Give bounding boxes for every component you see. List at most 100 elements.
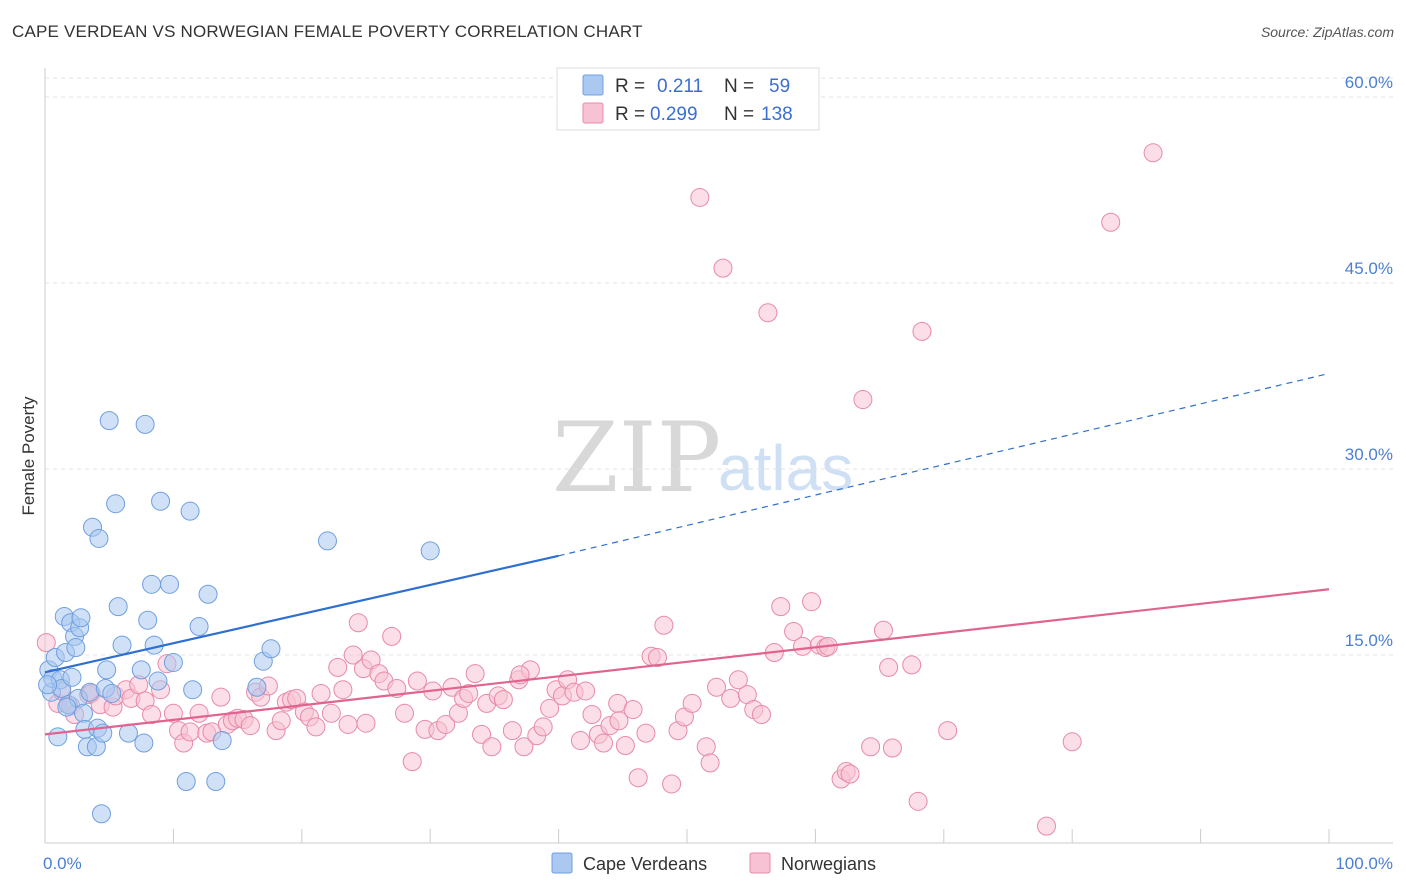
norwegian-point (609, 711, 629, 731)
cape-verdean-point (148, 671, 168, 691)
cape-verdean-point (206, 771, 226, 791)
trendlines (44, 372, 1330, 736)
norwegian-point (879, 657, 899, 677)
cape-verdean-point (57, 697, 77, 717)
norwegian-point (407, 671, 427, 691)
cape-verdeans-trendline (44, 554, 559, 674)
y-tick-label: 15.0% (1345, 631, 1393, 650)
norwegian-point (1037, 816, 1057, 836)
norwegian-point (348, 613, 368, 633)
x-tick-label-max: 100.0% (1335, 854, 1393, 873)
norwegian-point (472, 724, 492, 744)
norwegian-point (628, 768, 648, 788)
norwegian-point (356, 713, 376, 733)
legend-r-value-2: 0.299 (650, 104, 698, 125)
norwegian-point (482, 737, 502, 757)
norwegian-point (395, 703, 415, 723)
cape-verdean-point (99, 411, 119, 431)
cape-verdean-point (91, 804, 111, 824)
norwegian-point (436, 714, 456, 734)
norwegian-point (594, 733, 614, 753)
norwegian-point (311, 683, 331, 703)
cape-verdean-point (261, 639, 281, 659)
cape-verdean-point (151, 491, 171, 511)
cape-verdean-point (108, 597, 128, 617)
x-ticks (172, 829, 1330, 843)
norwegian-point (902, 655, 922, 675)
norwegian-point (459, 683, 479, 703)
norwegian-point (1143, 143, 1163, 163)
norwegian-point (402, 752, 422, 772)
norwegian-point (570, 731, 590, 751)
norwegian-point (636, 723, 656, 743)
norwegian-point (343, 645, 363, 665)
axes (44, 68, 1393, 844)
cape-verdean-point (112, 635, 132, 655)
norwegian-point (784, 621, 804, 641)
cape-verdean-point (212, 731, 232, 751)
norwegian-point (333, 680, 353, 700)
bottom-legend: Cape Verdeans Norwegians (551, 852, 876, 874)
norwegian-point (682, 693, 702, 713)
watermark-atlas: atlas (718, 432, 853, 504)
norwegian-point (882, 738, 902, 758)
norwegian-point (707, 677, 727, 697)
legend-r-label-2: R = (615, 104, 645, 125)
norwegian-point (912, 321, 932, 341)
norwegian-point (1101, 212, 1121, 232)
legend-swatch-blue (582, 74, 604, 96)
norwegian-point (502, 721, 522, 741)
norwegian-point (36, 633, 56, 653)
norwegian-point (873, 620, 893, 640)
cape-verdean-point (160, 574, 180, 594)
legend-swatch-pink (582, 102, 604, 124)
norwegians-trendline (44, 588, 1330, 736)
norwegian-point (576, 681, 596, 701)
norwegian-point (908, 791, 928, 811)
norwegian-point (240, 716, 260, 736)
legend-n-value-2: 138 (761, 104, 793, 125)
bottom-legend-swatch-blue (551, 852, 573, 874)
norwegian-point (189, 703, 209, 723)
bottom-legend-swatch-pink (749, 852, 771, 874)
top-legend: R = 0.211 N = 59 R = 0.299 N = 138 (556, 67, 820, 131)
norwegian-point (713, 258, 733, 278)
legend-n-label-1: N = (724, 76, 754, 97)
gridlines (45, 77, 1393, 656)
norwegian-point (163, 703, 183, 723)
norwegian-point (751, 705, 771, 725)
norwegians-points (36, 143, 1163, 836)
legend-n-label-2: N = (724, 104, 754, 125)
norwegian-point (662, 774, 682, 794)
norwegian-point (1062, 732, 1082, 752)
cape-verdean-point (118, 723, 138, 743)
cape-verdean-point (131, 660, 151, 680)
norwegian-point (306, 717, 326, 737)
norwegian-point (328, 657, 348, 677)
x-tick-label-min: 0.0% (43, 854, 82, 873)
y-tick-labels: 15.0% 30.0% 45.0% 60.0% (1345, 73, 1393, 650)
cape-verdean-point (71, 608, 91, 628)
bottom-legend-label-cape-verdeans: Cape Verdeans (583, 854, 707, 874)
norwegian-point (721, 688, 741, 708)
norwegian-point (493, 690, 513, 710)
norwegian-point (853, 390, 873, 410)
norwegian-point (647, 647, 667, 667)
legend-r-label-1: R = (615, 76, 645, 97)
norwegian-point (514, 737, 534, 757)
norwegian-point (387, 678, 407, 698)
norwegian-point (938, 721, 958, 741)
cape-verdean-point (135, 414, 155, 434)
norwegian-point (771, 597, 791, 617)
bottom-legend-label-norwegians: Norwegians (781, 854, 876, 874)
norwegian-point (540, 698, 560, 718)
cape-verdean-point (189, 616, 209, 636)
cape-verdean-point (66, 638, 86, 658)
norwegian-point (582, 705, 602, 725)
y-tick-label: 45.0% (1345, 259, 1393, 278)
cape-verdean-point (420, 541, 440, 561)
watermark: ZIP atlas (552, 402, 853, 514)
cape-verdean-point (163, 652, 183, 672)
cape-verdean-point (180, 501, 200, 521)
cape-verdean-point (102, 683, 122, 703)
